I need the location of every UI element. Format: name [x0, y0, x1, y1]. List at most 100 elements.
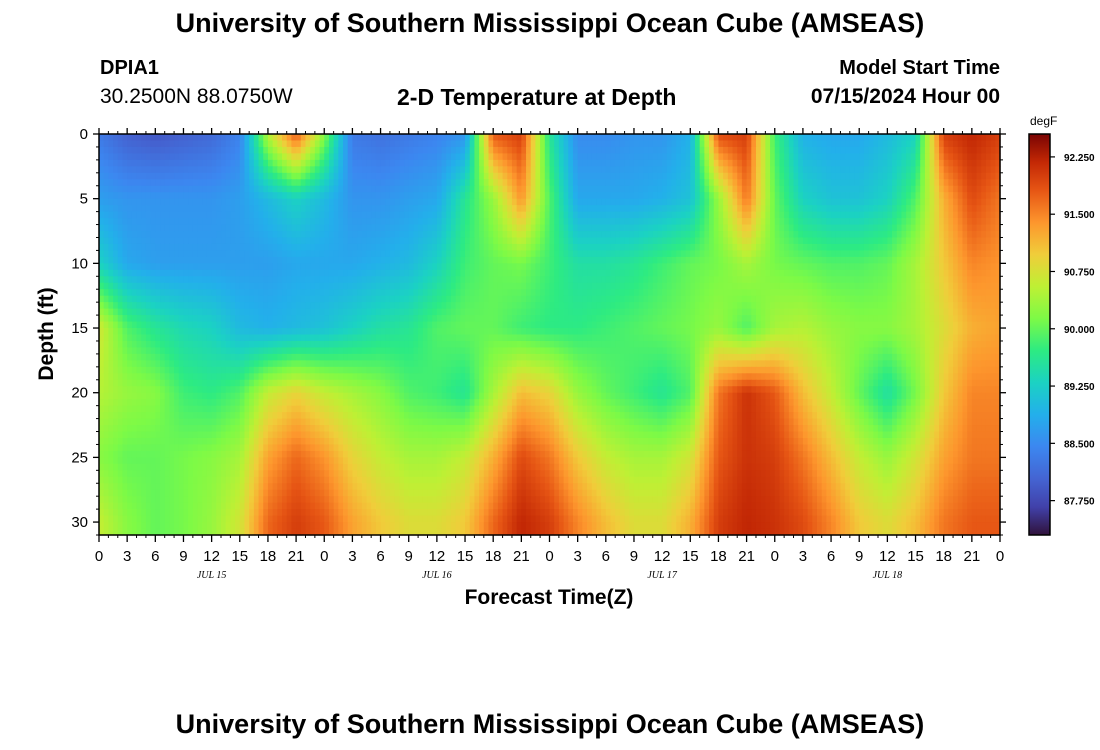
heatmap-cell: [849, 237, 856, 245]
heatmap-cell: [727, 243, 734, 252]
heatmap-cell: [558, 211, 565, 219]
heatmap-cell: [934, 192, 940, 200]
heatmap-cell: [511, 243, 518, 252]
heatmap-cell: [877, 159, 884, 167]
heatmap-cell: [361, 231, 368, 239]
heatmap-cell: [868, 153, 874, 161]
heatmap-cell: [685, 231, 691, 239]
heatmap-cell: [99, 289, 105, 297]
heatmap-cell: [577, 269, 583, 277]
heatmap-cell: [178, 185, 185, 193]
heatmap-cell: [493, 140, 499, 148]
heatmap-cell: [436, 256, 443, 264]
heatmap-cell: [877, 134, 884, 142]
heatmap-cell: [765, 140, 771, 148]
heatmap-cell: [990, 185, 996, 193]
heatmap-cell: [859, 134, 865, 142]
heatmap-cell: [816, 198, 823, 206]
heatmap-cell: [319, 276, 325, 284]
heatmap-cell: [282, 134, 288, 142]
heatmap-cell: [371, 198, 377, 206]
heatmap-cell: [418, 256, 424, 264]
heatmap-cell: [671, 185, 677, 193]
heatmap-cell: [798, 256, 804, 264]
heatmap-cell: [310, 159, 316, 167]
heatmap-cell: [455, 295, 461, 303]
heatmap-cell: [854, 250, 860, 258]
heatmap-cell: [352, 218, 358, 226]
heatmap-cell: [300, 243, 307, 252]
heatmap-cell: [727, 231, 734, 239]
heatmap-cell: [657, 243, 663, 252]
heatmap-cell: [981, 237, 987, 245]
heatmap-cell: [338, 295, 344, 303]
heatmap-cell: [502, 295, 508, 303]
heatmap-cell: [258, 172, 264, 180]
heatmap-cell: [418, 159, 424, 167]
heatmap-cell: [127, 153, 133, 161]
heatmap-cell: [554, 205, 560, 213]
heatmap-cell: [516, 166, 522, 174]
heatmap-cell: [352, 243, 358, 252]
heatmap-cell: [774, 256, 781, 264]
heatmap-cell: [413, 295, 419, 303]
heatmap-cell: [174, 282, 180, 290]
heatmap-cell: [938, 205, 945, 213]
heatmap-cell: [619, 134, 626, 142]
heatmap-cell: [296, 282, 302, 290]
heatmap-cell: [436, 295, 443, 303]
heatmap-cell: [446, 218, 452, 226]
heatmap-cell: [338, 140, 344, 148]
heatmap-cell: [282, 179, 288, 187]
heatmap-cell: [863, 243, 870, 252]
heatmap-cell: [788, 218, 795, 226]
heatmap-cell: [985, 295, 992, 303]
heatmap-cell: [305, 153, 311, 161]
heatmap-cell: [737, 218, 743, 226]
heatmap-cell: [685, 146, 691, 155]
heatmap-cell: [699, 159, 705, 167]
heatmap-cell: [831, 276, 837, 284]
heatmap-cell: [704, 185, 710, 193]
heatmap-cell: [530, 269, 537, 277]
heatmap-cell: [906, 146, 912, 155]
heatmap-cell: [554, 282, 560, 290]
heatmap-cell: [737, 231, 743, 239]
heatmap-cell: [188, 179, 194, 187]
heatmap-cell: [713, 172, 720, 180]
heatmap-cell: [291, 192, 297, 200]
heatmap-cell: [460, 276, 466, 284]
heatmap-cell: [760, 269, 766, 277]
heatmap-cell: [563, 250, 569, 258]
heatmap-cell: [286, 218, 292, 226]
heatmap-cell: [361, 218, 368, 226]
heatmap-cell: [995, 282, 1001, 290]
heatmap-cell: [732, 159, 738, 167]
heatmap-cell: [985, 140, 992, 148]
heatmap-cell: [652, 256, 659, 264]
heatmap-cell: [117, 282, 124, 290]
heatmap-cell: [582, 134, 588, 142]
heatmap-cell: [465, 269, 471, 277]
heatmap-cell: [812, 140, 818, 148]
heatmap-cell: [450, 269, 457, 277]
heatmap-cell: [296, 269, 302, 277]
heatmap-cell: [389, 192, 396, 200]
heatmap-cell: [521, 172, 527, 180]
heatmap-cell: [563, 205, 569, 213]
heatmap-cell: [549, 282, 555, 290]
heatmap-cell: [117, 192, 124, 200]
heatmap-cell: [221, 218, 227, 226]
heatmap-cell: [887, 192, 893, 200]
heatmap-cell: [253, 134, 260, 142]
heatmap-cell: [882, 263, 888, 271]
heatmap-cell: [427, 146, 433, 155]
heatmap-cell: [924, 134, 931, 142]
heatmap-cell: [497, 282, 504, 290]
heatmap-cell: [751, 237, 757, 245]
heatmap-cell: [746, 211, 752, 219]
heatmap-cell: [521, 282, 527, 290]
heatmap-cell: [305, 172, 311, 180]
heatmap-cell: [141, 243, 147, 252]
heatmap-cell: [493, 185, 499, 193]
